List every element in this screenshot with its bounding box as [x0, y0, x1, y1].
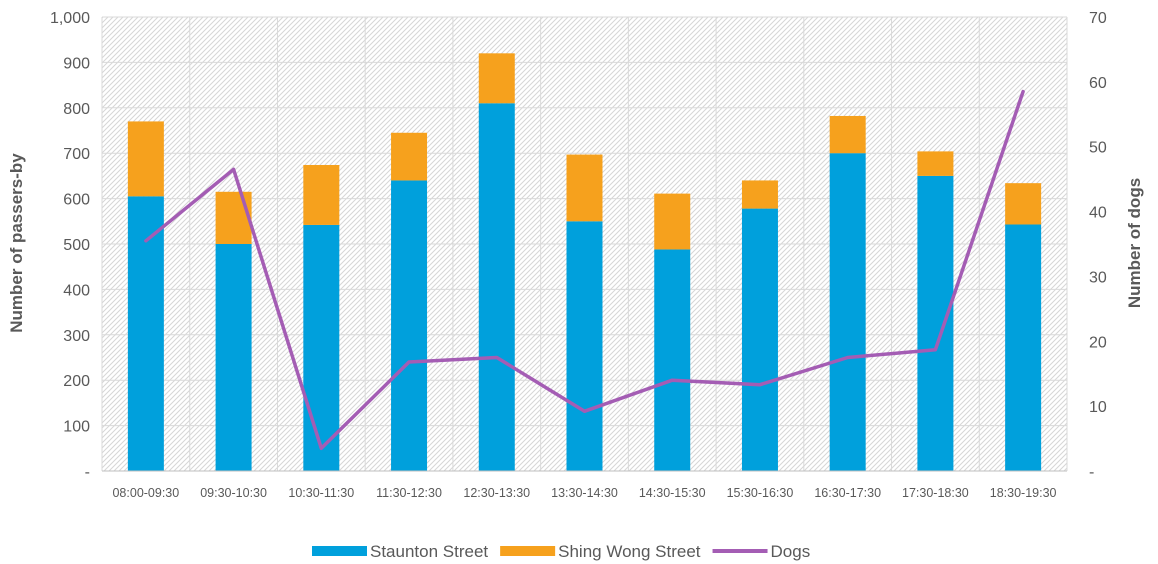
staunton-street-bar [391, 180, 428, 471]
left-tick-label: - [85, 464, 90, 481]
shing-wong-street-bar [829, 115, 866, 154]
shing-wong-street-bar [741, 180, 778, 209]
x-tick-label: 13:30-14:30 [551, 486, 618, 500]
shing-wong-street-bar [566, 154, 603, 222]
left-tick-label: 1,000 [50, 10, 90, 27]
staunton-street-bar [741, 208, 778, 471]
right-axis-title: Number of dogs [1125, 178, 1144, 308]
staunton-street-bar [829, 153, 866, 471]
right-tick-label: 30 [1089, 269, 1107, 286]
left-tick-label: 700 [63, 146, 90, 163]
legend: Staunton Street Shing Wong Street Dogs [312, 542, 810, 561]
shing-wong-street-bar [654, 193, 691, 250]
left-tick-label: 400 [63, 282, 90, 299]
x-tick-label: 15:30-16:30 [727, 486, 794, 500]
x-tick-label: 16:30-17:30 [814, 486, 881, 500]
legend-label: Shing Wong Street [558, 542, 701, 561]
right-tick-label: 50 [1089, 140, 1107, 157]
left-y-axis: - 100 200 300 400 500 600 700 800 900 1,000 [50, 10, 90, 481]
x-tick-label: 12:30-13:30 [463, 486, 530, 500]
right-tick-label: 60 [1089, 75, 1107, 92]
right-tick-label: - [1089, 464, 1094, 481]
gridlines [101, 16, 1068, 472]
shing-wong-street-bar [303, 165, 340, 225]
shing-wong-street-bar [215, 191, 252, 244]
staunton-street-bar [478, 103, 515, 471]
left-tick-label: 500 [63, 237, 90, 254]
left-tick-label: 800 [63, 101, 90, 118]
x-tick-label: 14:30-15:30 [639, 486, 706, 500]
right-y-axis: - 10 20 30 40 50 60 70 [1089, 10, 1107, 481]
left-axis-title: Number of passers-by [7, 153, 26, 333]
left-tick-label: 200 [63, 373, 90, 390]
x-tick-label: 10:30-11:30 [288, 486, 354, 500]
shing-wong-street-bar [127, 121, 164, 197]
shing-wong-street-bar [478, 53, 515, 104]
legend-label: Dogs [771, 542, 811, 561]
staunton-street-bar [303, 224, 340, 471]
legend-swatch [312, 546, 367, 556]
staunton-street-bar [215, 244, 252, 471]
x-tick-label: 08:00-09:30 [112, 486, 179, 500]
shing-wong-street-bar [917, 151, 954, 176]
right-tick-label: 70 [1089, 10, 1107, 27]
left-tick-label: 100 [63, 419, 90, 436]
x-tick-label: 11:30-12:30 [376, 486, 442, 500]
shing-wong-street-bar [1005, 183, 1042, 225]
staunton-street-bar [917, 175, 954, 471]
x-tick-label: 18:30-19:30 [990, 486, 1057, 500]
shing-wong-street-bar [391, 132, 428, 181]
x-tick-label: 17:30-18:30 [902, 486, 969, 500]
left-tick-label: 300 [63, 328, 90, 345]
bar-series [127, 53, 1042, 471]
legend-swatch [500, 546, 556, 556]
x-axis: 08:00-09:30 09:30-10:30 10:30-11:30 11:30-1… [102, 470, 1067, 500]
legend-label: Staunton Street [370, 542, 488, 561]
dogs-line-series [144, 89, 1025, 451]
staunton-street-bar [127, 196, 164, 471]
right-tick-label: 40 [1089, 205, 1107, 222]
staunton-street-bar [566, 221, 603, 471]
right-tick-label: 10 [1089, 399, 1107, 416]
staunton-street-bar [654, 249, 691, 471]
right-tick-label: 20 [1089, 334, 1107, 351]
x-tick-label: 09:30-10:30 [200, 486, 267, 500]
left-tick-label: 600 [63, 192, 90, 209]
staunton-street-bar [1005, 224, 1042, 471]
left-tick-label: 900 [63, 55, 90, 72]
